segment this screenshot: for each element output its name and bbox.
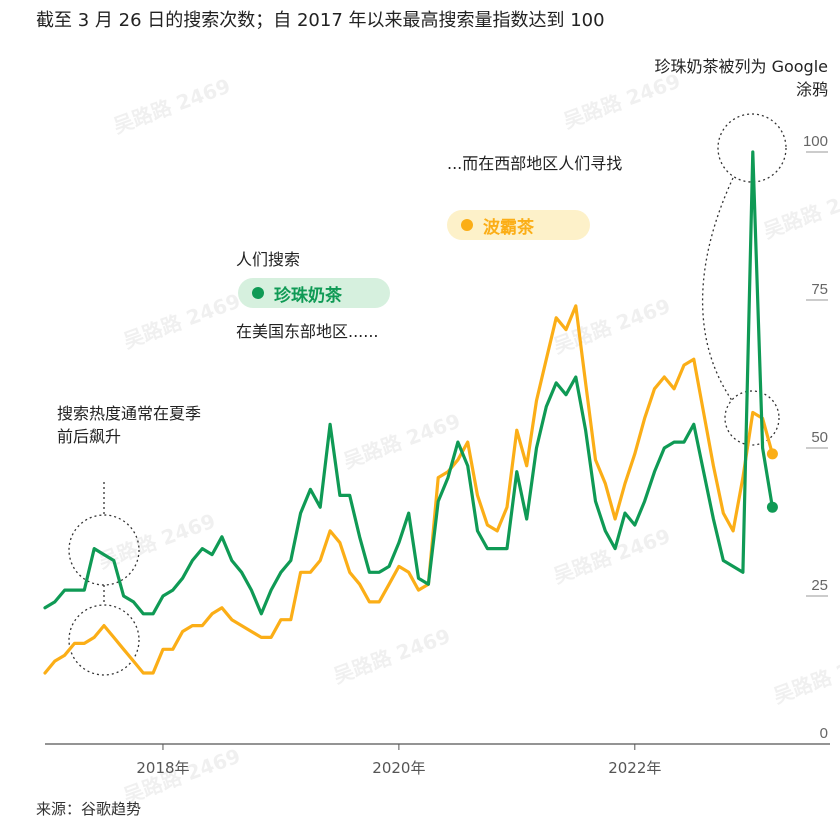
x-tick-label: 2020年: [372, 759, 425, 777]
highlight-circle-orange-2023: [724, 390, 780, 446]
y-tick-label: 75: [811, 281, 828, 298]
series-line-boba-milk-tea: [43, 150, 775, 616]
annotation-search: 人们搜索: [236, 250, 301, 269]
x-tick-label: 2018年: [136, 759, 189, 777]
legend-label: 波霸茶: [483, 217, 534, 238]
legend-dot-orange: [461, 219, 473, 231]
annotation-summer: 搜索热度通常在夏季 前后飙升: [57, 402, 201, 448]
highlight-circle-orange-2017: [68, 604, 140, 676]
legend-label: 珍珠奶茶: [274, 285, 342, 306]
series-end-marker: [766, 501, 778, 513]
annotation-text: 珍珠奶茶被列为 Google: [654, 57, 828, 76]
legend-item-boba-milk-tea: 珍珠奶茶: [238, 278, 390, 308]
annotation-doodle: 珍珠奶茶被列为 Google 涂鸦: [654, 55, 828, 101]
annotation-east: 在美国东部地区......: [236, 322, 379, 341]
annotation-text: 搜索热度通常在夏季: [57, 404, 202, 423]
y-tick-label: 100: [803, 133, 828, 150]
legend-dot-green: [252, 287, 264, 299]
annotation-west: ...而在西部地区人们寻找: [447, 154, 623, 173]
x-tick-label: 2022年: [608, 759, 661, 777]
annotation-text: 涂鸦: [795, 80, 828, 99]
y-tick-label: 50: [811, 429, 828, 446]
highlight-circle-green-2017: [68, 514, 140, 586]
annotation-text: 前后飙升: [57, 427, 122, 446]
legend-item-boba-tea: 波霸茶: [447, 210, 590, 240]
y-tick-label: 0: [820, 725, 828, 742]
series-end-marker: [766, 448, 778, 460]
source-note: 来源：谷歌趋势: [36, 800, 142, 818]
y-tick-label: 25: [811, 577, 828, 594]
leader-curve: [701, 177, 734, 403]
highlight-circle-peak: [717, 113, 787, 183]
series-line-boba-tea: [43, 304, 775, 675]
chart-title: 截至 3 月 26 日的搜索次数；自 2017 年以来最高搜索量指数达到 100: [36, 10, 605, 31]
